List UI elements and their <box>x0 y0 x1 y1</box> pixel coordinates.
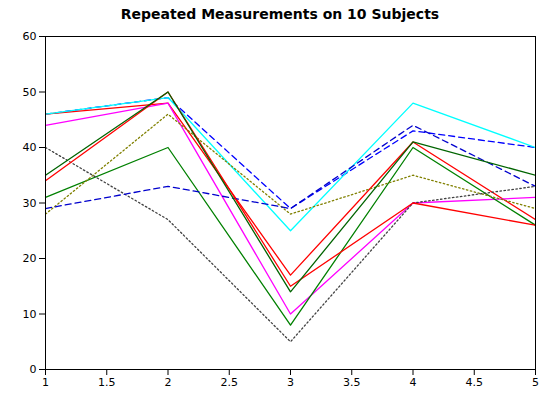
svg-text:2: 2 <box>165 376 172 389</box>
svg-text:0: 0 <box>30 363 37 376</box>
svg-text:40: 40 <box>23 141 37 154</box>
svg-text:5: 5 <box>532 376 539 389</box>
svg-text:50: 50 <box>23 86 37 99</box>
html-text:Repeated Measurements on 10 Su: Repeated Measurements on 10 Subjects <box>120 6 440 22</box>
svg-text:60: 60 <box>23 30 37 43</box>
svg-text:10: 10 <box>23 308 37 321</box>
svg-text:20: 20 <box>23 252 37 265</box>
svg-text:3.5: 3.5 <box>343 376 361 389</box>
svg-text:4.5: 4.5 <box>466 376 484 389</box>
svg-text:1.5: 1.5 <box>98 376 116 389</box>
svg-text:3: 3 <box>287 376 294 389</box>
svg-text:4: 4 <box>410 376 417 389</box>
svg-text:30: 30 <box>23 197 37 210</box>
svg-text:2.5: 2.5 <box>221 376 239 389</box>
svg-text:1: 1 <box>42 376 49 389</box>
